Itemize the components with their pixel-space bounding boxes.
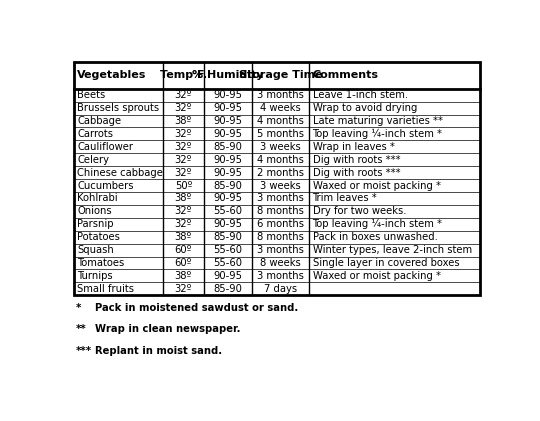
Text: Chinese cabbage: Chinese cabbage xyxy=(77,168,163,178)
Text: Potatoes: Potatoes xyxy=(77,232,120,242)
Text: 90-95: 90-95 xyxy=(213,168,242,178)
Text: Celery: Celery xyxy=(77,155,109,165)
Text: Comments: Comments xyxy=(313,70,379,80)
Text: 3 months: 3 months xyxy=(258,245,304,255)
Text: 85-90: 85-90 xyxy=(214,284,242,294)
Text: 3 weeks: 3 weeks xyxy=(260,181,301,191)
Text: 32º: 32º xyxy=(175,219,192,229)
Text: 38º: 38º xyxy=(175,193,192,203)
Text: Squash: Squash xyxy=(77,245,114,255)
Text: Beets: Beets xyxy=(77,90,105,100)
Text: 38º: 38º xyxy=(175,116,192,126)
Text: Top leaving ¼-inch stem *: Top leaving ¼-inch stem * xyxy=(313,219,443,229)
Text: Waxed or moist packing *: Waxed or moist packing * xyxy=(313,181,441,191)
Text: 50º: 50º xyxy=(175,181,192,191)
Text: *: * xyxy=(76,304,81,313)
Text: 8 weeks: 8 weeks xyxy=(260,258,301,268)
Text: 2 months: 2 months xyxy=(257,168,305,178)
Text: Carrots: Carrots xyxy=(77,129,113,139)
Text: 32º: 32º xyxy=(175,103,192,113)
Text: 85-90: 85-90 xyxy=(214,232,242,242)
Text: 4 weeks: 4 weeks xyxy=(260,103,301,113)
Text: 8 months: 8 months xyxy=(258,206,304,216)
Text: Dig with roots ***: Dig with roots *** xyxy=(313,168,400,178)
Text: 90-95: 90-95 xyxy=(213,116,242,126)
Text: Vegetables: Vegetables xyxy=(77,70,146,80)
Text: 32º: 32º xyxy=(175,155,192,165)
Bar xyxy=(74,62,480,295)
Text: Storage Time: Storage Time xyxy=(239,70,322,80)
Text: 5 months: 5 months xyxy=(257,129,305,139)
Text: 32º: 32º xyxy=(175,142,192,152)
Text: 55-60: 55-60 xyxy=(213,245,242,255)
Text: ***: *** xyxy=(76,346,92,355)
Text: Replant in moist sand.: Replant in moist sand. xyxy=(94,346,222,355)
Text: 90-95: 90-95 xyxy=(213,129,242,139)
Text: Onions: Onions xyxy=(77,206,112,216)
Text: 32º: 32º xyxy=(175,206,192,216)
Text: **: ** xyxy=(76,325,86,334)
Text: Wrap in clean newspaper.: Wrap in clean newspaper. xyxy=(94,325,240,334)
Text: Winter types, leave 2-inch stem: Winter types, leave 2-inch stem xyxy=(313,245,472,255)
Text: 3 months: 3 months xyxy=(258,271,304,281)
Text: Top leaving ¼-inch stem *: Top leaving ¼-inch stem * xyxy=(313,129,443,139)
Text: Parsnip: Parsnip xyxy=(77,219,113,229)
Text: Dig with roots ***: Dig with roots *** xyxy=(313,155,400,165)
Text: Wrap in leaves *: Wrap in leaves * xyxy=(313,142,394,152)
Text: 90-95: 90-95 xyxy=(213,90,242,100)
Text: 55-60: 55-60 xyxy=(213,258,242,268)
Text: 32º: 32º xyxy=(175,129,192,139)
Text: Waxed or moist packing *: Waxed or moist packing * xyxy=(313,271,441,281)
Text: 4 months: 4 months xyxy=(258,155,304,165)
Text: 90-95: 90-95 xyxy=(213,103,242,113)
Text: Kohlrabi: Kohlrabi xyxy=(77,193,118,203)
Text: 90-95: 90-95 xyxy=(213,271,242,281)
Text: 3 months: 3 months xyxy=(258,193,304,203)
Text: Temp F.: Temp F. xyxy=(160,70,207,80)
Text: % Humidity: % Humidity xyxy=(192,70,264,80)
Text: Cabbage: Cabbage xyxy=(77,116,122,126)
Text: 32º: 32º xyxy=(175,284,192,294)
Text: 60º: 60º xyxy=(175,245,192,255)
Text: Turnips: Turnips xyxy=(77,271,113,281)
Text: Single layer in covered boxes: Single layer in covered boxes xyxy=(313,258,459,268)
Text: 7 days: 7 days xyxy=(264,284,298,294)
Text: 85-90: 85-90 xyxy=(214,181,242,191)
Text: Cauliflower: Cauliflower xyxy=(77,142,133,152)
Text: 38º: 38º xyxy=(175,232,192,242)
Text: 90-95: 90-95 xyxy=(213,193,242,203)
Text: 55-60: 55-60 xyxy=(213,206,242,216)
Text: Pack in moistened sawdust or sand.: Pack in moistened sawdust or sand. xyxy=(94,304,298,313)
Text: 90-95: 90-95 xyxy=(213,155,242,165)
Text: 90-95: 90-95 xyxy=(213,219,242,229)
Text: 4 months: 4 months xyxy=(258,116,304,126)
Text: 32º: 32º xyxy=(175,168,192,178)
Text: 38º: 38º xyxy=(175,271,192,281)
Text: Cucumbers: Cucumbers xyxy=(77,181,133,191)
Text: Tomatoes: Tomatoes xyxy=(77,258,124,268)
Text: 3 months: 3 months xyxy=(258,90,304,100)
Text: Brussels sprouts: Brussels sprouts xyxy=(77,103,159,113)
Text: 32º: 32º xyxy=(175,90,192,100)
Text: Leave 1-inch stem.: Leave 1-inch stem. xyxy=(313,90,408,100)
Text: Trim leaves *: Trim leaves * xyxy=(313,193,377,203)
Text: Small fruits: Small fruits xyxy=(77,284,134,294)
Text: Dry for two weeks.: Dry for two weeks. xyxy=(313,206,406,216)
Text: Late maturing varieties **: Late maturing varieties ** xyxy=(313,116,443,126)
Text: 6 months: 6 months xyxy=(257,219,305,229)
Text: 8 months: 8 months xyxy=(258,232,304,242)
Text: 3 weeks: 3 weeks xyxy=(260,142,301,152)
Text: Pack in boxes unwashed.: Pack in boxes unwashed. xyxy=(313,232,437,242)
Text: 85-90: 85-90 xyxy=(214,142,242,152)
Text: 60º: 60º xyxy=(175,258,192,268)
Text: Wrap to avoid drying: Wrap to avoid drying xyxy=(313,103,417,113)
